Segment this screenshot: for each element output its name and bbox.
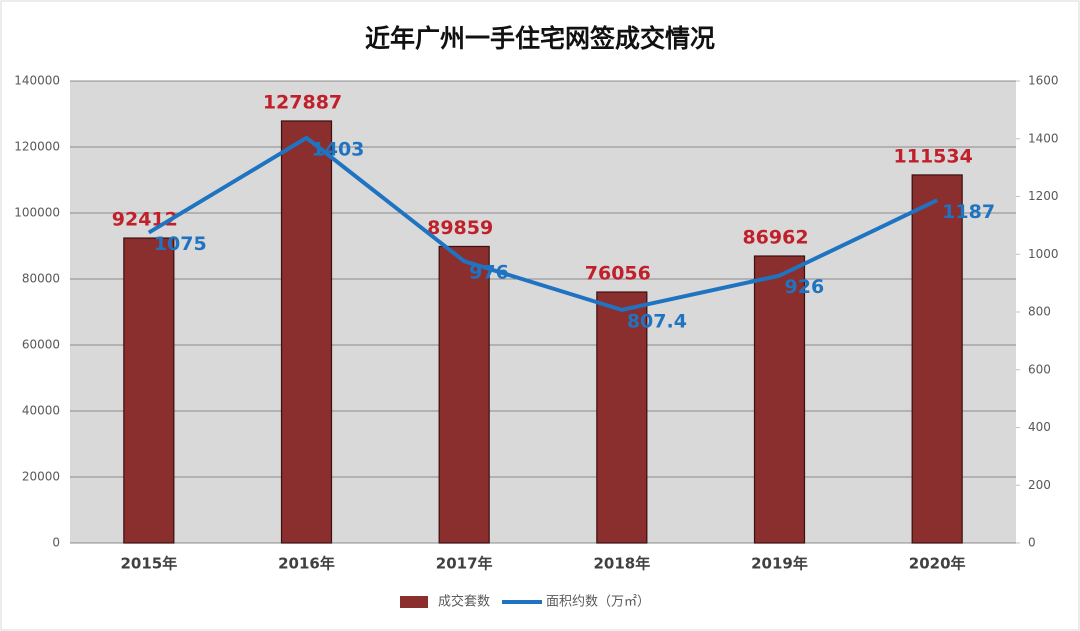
bar	[911, 174, 963, 544]
y2-tick-label: 1400	[1028, 131, 1059, 145]
line-value-label: 1075	[154, 233, 207, 255]
chart-title: 近年广州一手住宅网签成交情况	[365, 24, 715, 53]
bar	[123, 237, 175, 544]
y2-tick-label: 1200	[1028, 189, 1059, 203]
x-tick-label: 2015年	[120, 555, 177, 573]
bar	[280, 120, 333, 544]
line-value-label: 807.4	[627, 310, 687, 332]
bar-value-label: 76056	[585, 263, 651, 285]
y-tick-label: 0	[52, 536, 60, 550]
y2-tick-label: 200	[1028, 478, 1051, 492]
y-tick-label: 60000	[22, 338, 60, 352]
y-tick-label: 100000	[14, 206, 60, 220]
legend-swatch	[400, 596, 428, 608]
x-tick-label: 2018年	[593, 555, 650, 573]
bar	[753, 255, 806, 544]
bar	[438, 245, 490, 544]
bar-value-label: 111534	[894, 145, 973, 167]
y-tick-label: 140000	[14, 74, 60, 88]
bar	[596, 291, 648, 544]
y2-tick-label: 1600	[1028, 74, 1059, 88]
y2-tick-label: 600	[1028, 362, 1051, 376]
line-value-label: 976	[469, 262, 509, 284]
line	[147, 135, 939, 312]
line-value-label: 1187	[942, 201, 995, 223]
line-value-label: 926	[785, 276, 825, 298]
x-tick-label: 2019年	[751, 555, 808, 573]
y-tick-label: 20000	[22, 470, 60, 484]
bar-value-label: 86962	[742, 227, 808, 249]
legend-label: 成交套数	[438, 594, 490, 610]
bar-value-label: 127887	[263, 91, 342, 113]
bar-value-label: 89859	[427, 217, 493, 239]
y2-tick-label: 1000	[1028, 247, 1059, 261]
y-tick-label: 40000	[22, 404, 60, 418]
x-tick-label: 2017年	[436, 555, 493, 573]
y2-tick-label: 0	[1028, 536, 1036, 550]
y2-tick-label: 400	[1028, 420, 1051, 434]
x-tick-label: 2016年	[278, 555, 335, 573]
line-value-label: 1403	[312, 138, 365, 160]
y-tick-label: 80000	[22, 272, 60, 286]
y2-tick-label: 800	[1028, 305, 1051, 319]
legend-label: 面积约数（万㎡）	[546, 595, 650, 610]
x-tick-label: 2020年	[909, 555, 966, 573]
y-tick-label: 120000	[14, 140, 60, 154]
plot-area	[70, 81, 1016, 543]
